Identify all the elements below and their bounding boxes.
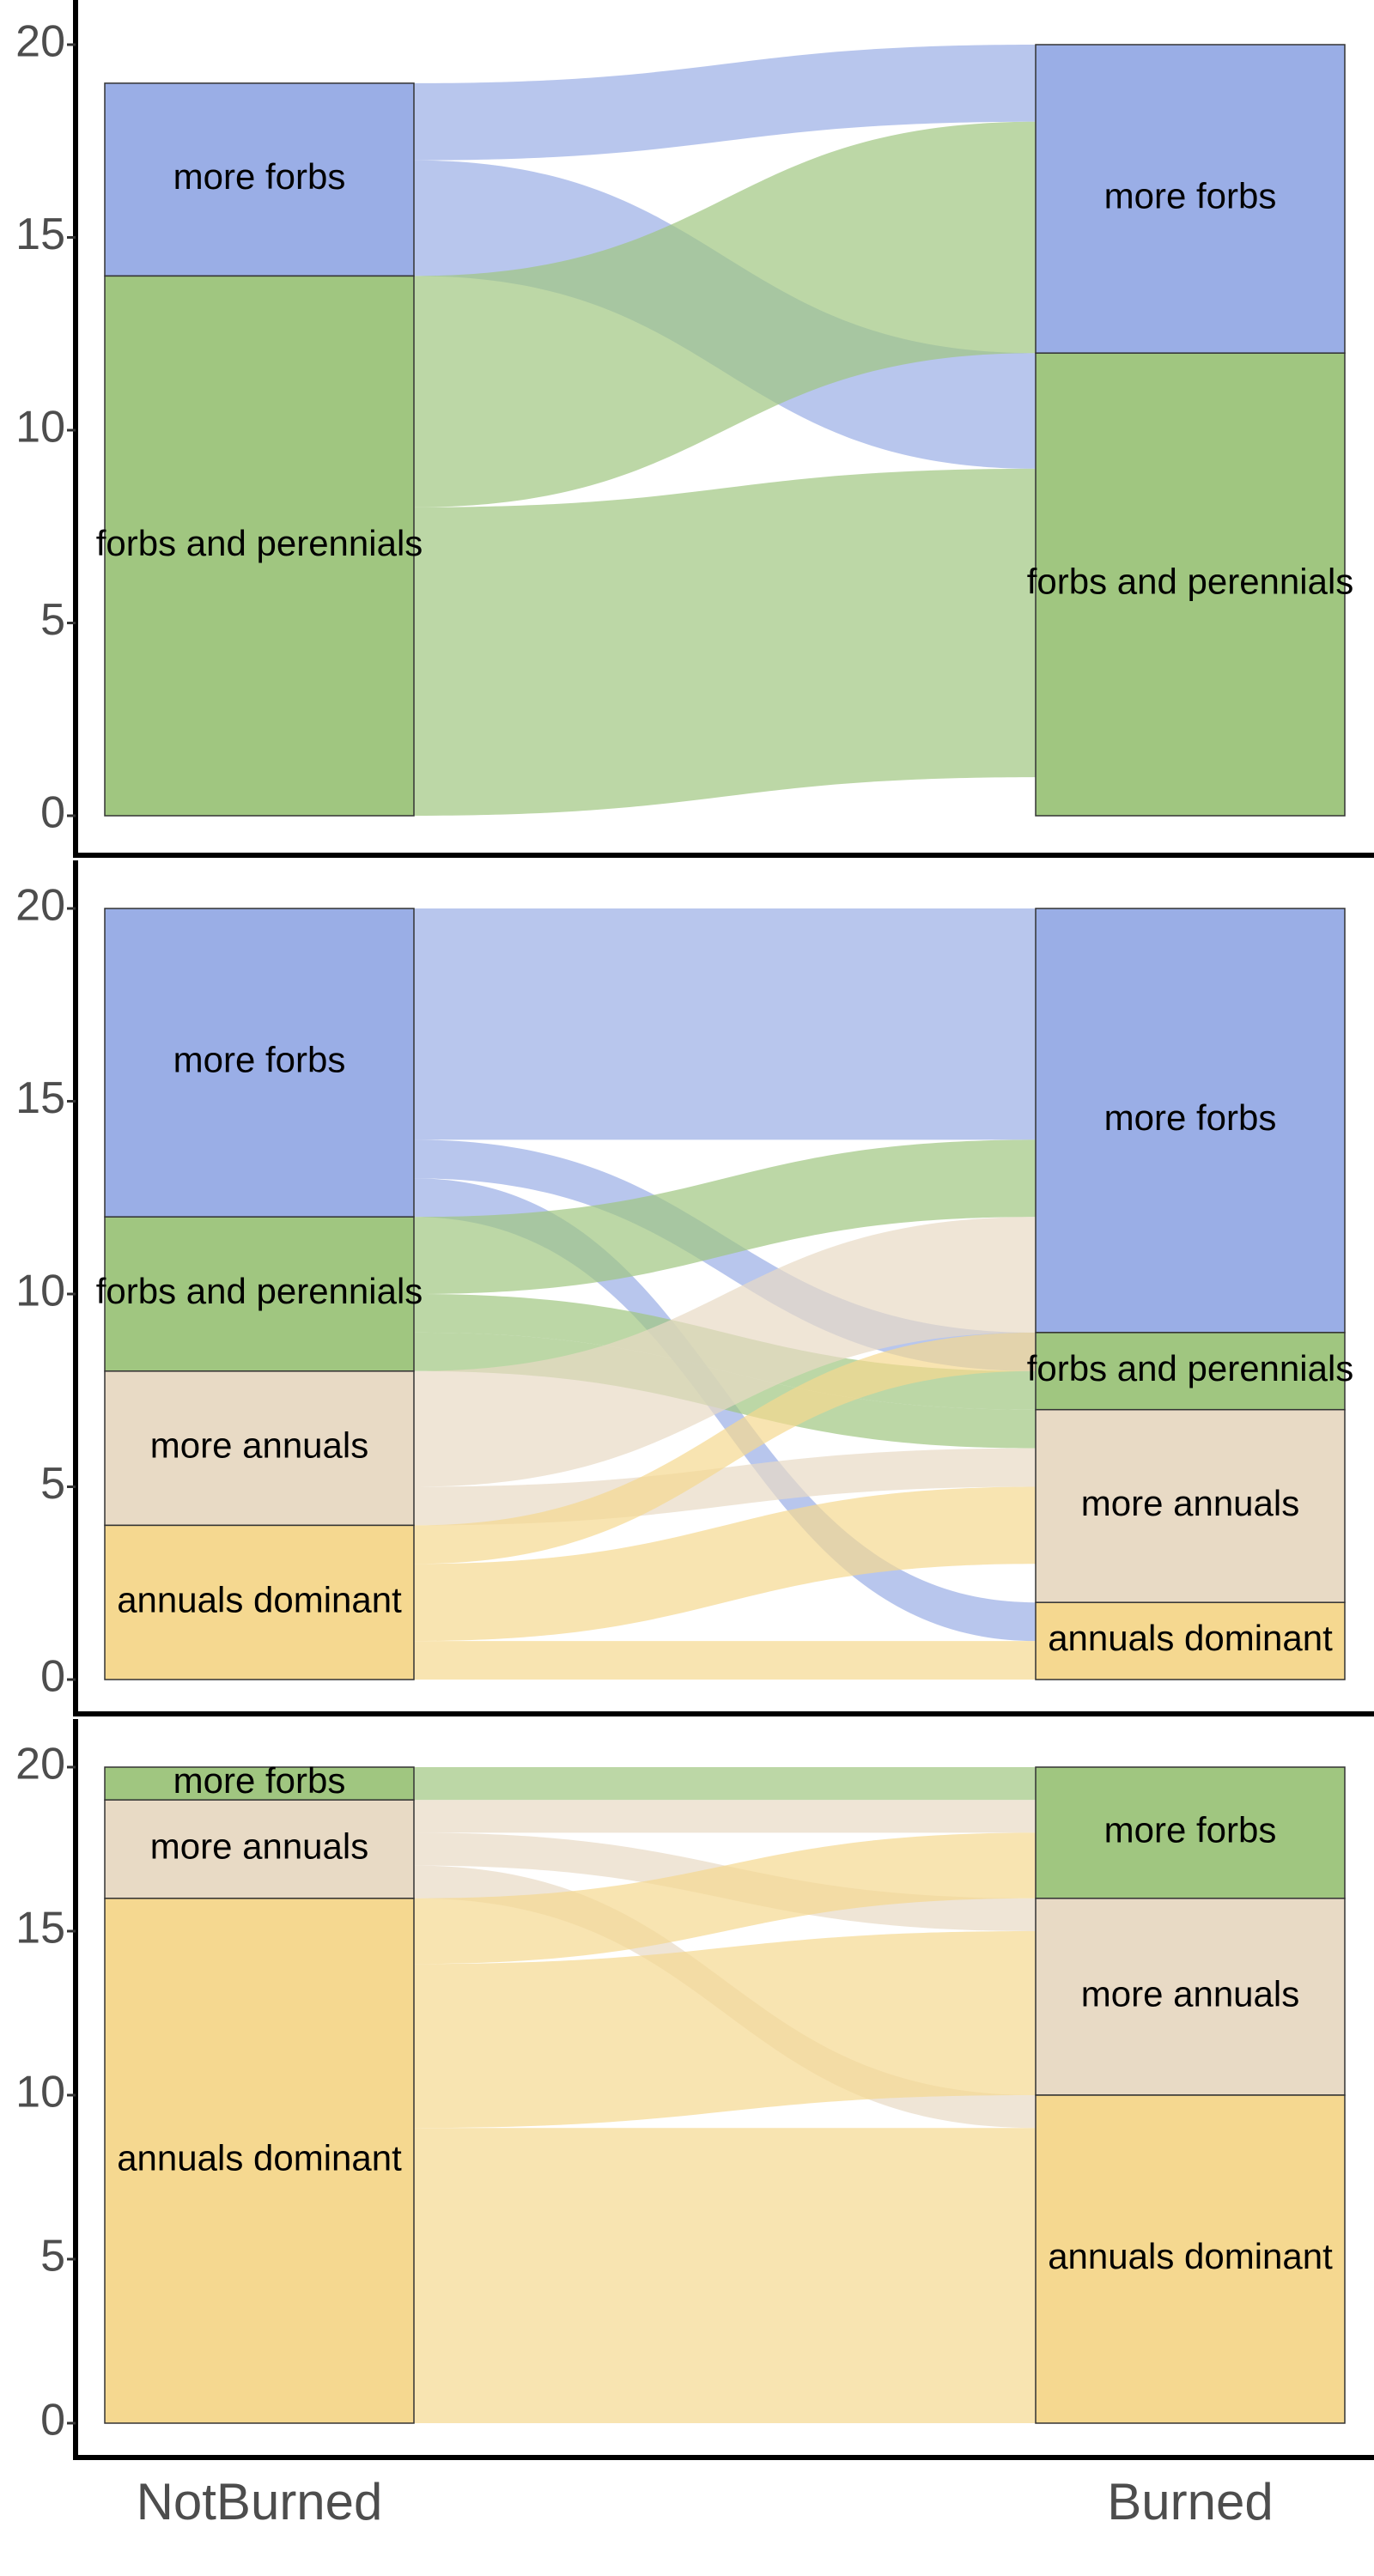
flow-annuals-dominant-to-annuals-dominant (414, 1641, 1036, 1680)
right-stratum-annuals-dominant (1035, 2094, 1346, 2424)
right-stratum-more-forbs (1035, 908, 1346, 1334)
right-stratum-label-annuals-dominant: annuals dominant (1048, 1618, 1333, 1658)
left-stratum-label-forbs-and-perennials: forbs and perennials (96, 1271, 423, 1311)
left-stratum-label-annuals-dominant: annuals dominant (117, 2137, 402, 2178)
left-strata: more forbs forbs and perennials more annua… (96, 908, 423, 1680)
flow-forbs-and-perennials-to-more-forbs (414, 1139, 1036, 1294)
right-strata: more forbs forbs and perennials (1027, 44, 1354, 817)
right-stratum-label-more-annuals: more annuals (1081, 1973, 1299, 2014)
flow-more-forbs-to-more-forbs (414, 45, 1036, 161)
flow-annuals-dominant-to-more-annuals (414, 1931, 1036, 2129)
y-tick-label-0: 0 (40, 788, 65, 838)
left-stratum-forbs-and-perennials (104, 275, 415, 817)
y-tick-label-15: 15 (15, 1073, 65, 1123)
flow-forbs-and-perennials-to-forbs-and-perennials (414, 468, 1036, 816)
flow-annuals-dominant-to-more-forbs (414, 1832, 1036, 1965)
chart-panel-2: more forbs forbs and perennials more annua… (15, 860, 1374, 1716)
y-tick-label-0: 0 (40, 2396, 65, 2445)
flows (414, 45, 1036, 816)
left-stratum-label-forbs-and-perennials: forbs and perennials (96, 523, 423, 563)
left-stratum-annuals-dominant (104, 1898, 415, 2424)
y-tick-label-15: 15 (15, 210, 65, 259)
y-tick-label-20: 20 (15, 17, 65, 67)
right-stratum-label-annuals-dominant: annuals dominant (1048, 2236, 1333, 2276)
right-stratum-more-forbs (1035, 1766, 1346, 1899)
flow-more-forbs-to-more-forbs (414, 908, 1036, 1140)
right-stratum-annuals-dominant (1035, 1601, 1346, 1680)
x-tick-label-notburned: NotBurned (137, 2473, 383, 2530)
x-tick-label-burned: Burned (1107, 2473, 1273, 2530)
flow-more-forbs-to-more-forbs (414, 1767, 1036, 1801)
right-stratum-label-more-forbs: more forbs (1104, 1097, 1277, 1138)
left-stratum-more-forbs (104, 1766, 415, 1801)
y-tick-label-15: 15 (15, 1904, 65, 1953)
left-stratum-label-more-forbs: more forbs (173, 1760, 346, 1801)
y-tick-label-0: 0 (40, 1652, 65, 1702)
left-stratum-more-annuals (104, 1799, 415, 1899)
y-tick-label-20: 20 (15, 881, 65, 931)
right-stratum-more-annuals (1035, 1408, 1346, 1603)
y-tick-label-10: 10 (15, 2068, 65, 2117)
left-stratum-label-more-forbs: more forbs (173, 156, 346, 197)
left-stratum-label-more-annuals: more annuals (150, 1826, 368, 1867)
left-stratum-label-more-annuals: more annuals (150, 1425, 368, 1466)
right-strata: more forbs forbs and perennials more annua… (1027, 908, 1354, 1680)
y-tick-label-5: 5 (40, 1459, 65, 1509)
flow-annuals-dominant-to-more-annuals (414, 1486, 1036, 1642)
left-stratum-annuals-dominant (104, 1524, 415, 1680)
flow-more-annuals-to-more-forbs (414, 1217, 1036, 1487)
left-stratum-label-more-forbs: more forbs (173, 1040, 346, 1080)
right-stratum-label-forbs-and-perennials: forbs and perennials (1027, 1348, 1354, 1388)
left-stratum-more-forbs (104, 82, 415, 277)
right-stratum-more-forbs (1035, 44, 1346, 354)
left-stratum-forbs-and-perennials (104, 1216, 415, 1372)
y-tick-label-10: 10 (15, 1267, 65, 1316)
flow-annuals-dominant-to-more-forbs (414, 1332, 1036, 1564)
flow-more-annuals-to-more-forbs (414, 1800, 1036, 1833)
left-strata: more forbs more annuals annuals dominant (104, 1760, 415, 2424)
y-tick-label-5: 5 (40, 2232, 65, 2281)
right-stratum-label-forbs-and-perennials: forbs and perennials (1027, 562, 1354, 602)
y-tick-label-5: 5 (40, 595, 65, 645)
flows (414, 908, 1036, 1680)
flow-forbs-and-perennials-to-more-forbs (414, 121, 1036, 507)
left-stratum-more-annuals (104, 1370, 415, 1527)
flows (414, 1767, 1036, 2423)
flow-annuals-dominant-to-annuals-dominant (414, 2128, 1036, 2423)
right-stratum-label-more-forbs: more forbs (1104, 176, 1277, 216)
left-stratum-more-forbs (104, 908, 415, 1218)
left-strata: more forbs forbs and perennials (96, 82, 423, 817)
left-stratum-label-annuals-dominant: annuals dominant (117, 1579, 402, 1619)
right-stratum-forbs-and-perennials (1035, 352, 1346, 817)
y-tick-label-10: 10 (15, 403, 65, 453)
right-stratum-forbs-and-perennials (1035, 1332, 1346, 1411)
y-tick-label-20: 20 (15, 1740, 65, 1789)
right-strata: more forbs more annuals annuals dominant (1035, 1766, 1346, 2424)
right-stratum-label-more-forbs: more forbs (1104, 1809, 1277, 1850)
right-stratum-label-more-annuals: more annuals (1081, 1483, 1299, 1523)
